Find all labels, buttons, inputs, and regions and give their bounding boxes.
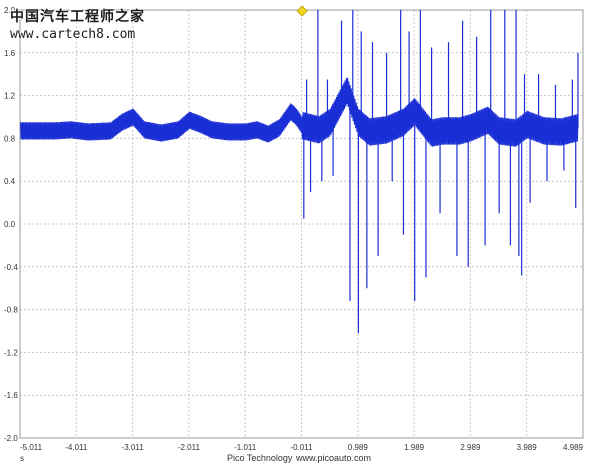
y-tick-label: -0.4 <box>4 263 18 272</box>
x-tick-label: 4.989 <box>563 443 584 452</box>
x-tick-label: 0.989 <box>348 443 369 452</box>
signal-line <box>20 77 579 147</box>
y-tick-label: 0.0 <box>4 220 16 229</box>
footer-website: www.picoauto.com <box>295 453 371 463</box>
y-tick-label: 0.4 <box>4 177 16 186</box>
y-tick-labels: -2.0 -1.6 -1.2 -0.8 -0.4 0.0 0.4 0.8 1.2 1.6 2.0 <box>4 6 18 443</box>
x-tick-label: 1.989 <box>404 443 425 452</box>
y-tick-label: -0.8 <box>4 306 18 315</box>
x-tick-labels: -5.011 -4.011 -3.011 -2.011 -1.011 -0.011 0.98… <box>20 443 584 452</box>
y-tick-label: -2.0 <box>4 434 18 443</box>
signal-trace <box>20 10 579 334</box>
y-tick-label: 2.0 <box>4 6 16 15</box>
x-tick-label: 2.989 <box>460 443 481 452</box>
x-unit-label: s <box>20 454 24 463</box>
x-tick-label: 3.989 <box>517 443 538 452</box>
x-tick-label: -5.011 <box>20 443 43 452</box>
trigger-marker <box>296 5 308 17</box>
y-tick-label: 1.6 <box>4 49 16 58</box>
x-tick-label: -2.011 <box>178 443 201 452</box>
trigger-marker-diamond <box>296 5 308 17</box>
y-tick-label: 0.8 <box>4 134 16 143</box>
y-tick-label: 1.2 <box>4 92 16 101</box>
footer-brand: Pico Technology <box>227 453 293 463</box>
x-tick-label: -4.011 <box>65 443 88 452</box>
y-tick-label: -1.2 <box>4 348 18 357</box>
x-tick-label: -3.011 <box>122 443 145 452</box>
y-tick-label: -1.6 <box>4 391 18 400</box>
x-tick-label: -0.011 <box>290 443 313 452</box>
x-tick-label: -1.011 <box>234 443 257 452</box>
